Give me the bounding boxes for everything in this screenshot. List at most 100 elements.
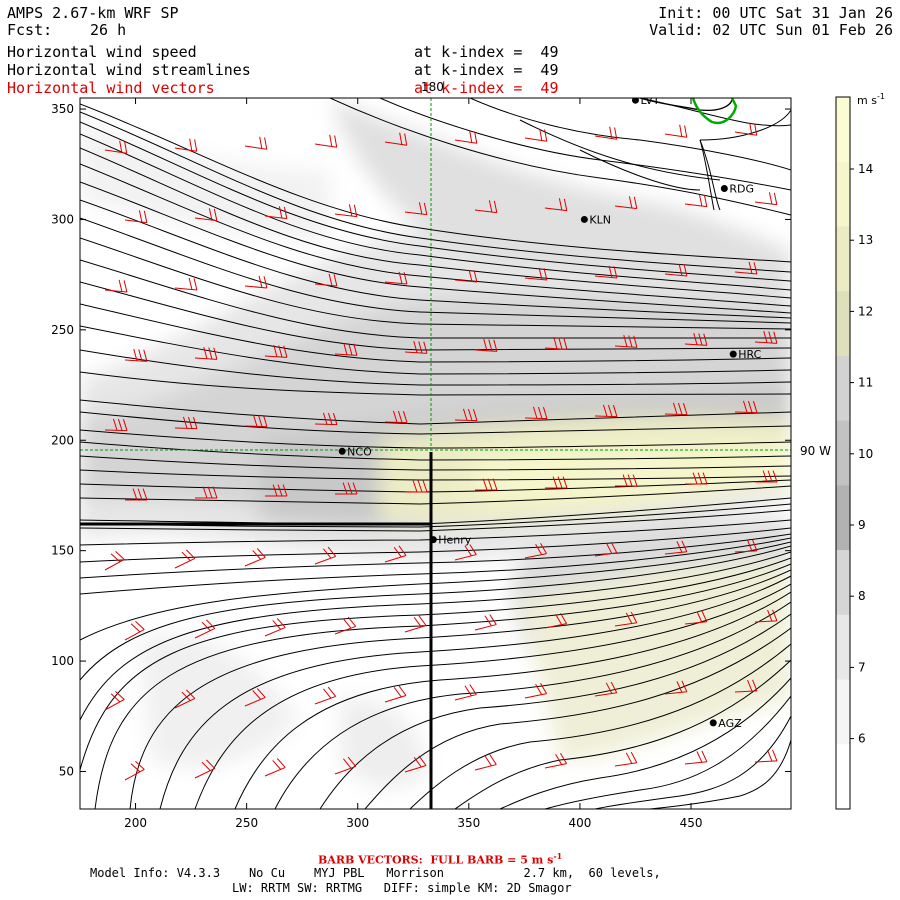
level-row-wind-speed: at k-index = 49 xyxy=(414,43,559,61)
longitude-label: 90 W xyxy=(800,444,831,458)
colorbar-swatch xyxy=(836,550,850,616)
wind-barb xyxy=(264,618,286,637)
wind-barb xyxy=(194,619,216,639)
y-tick-label: 150 xyxy=(51,544,74,558)
wind-barb xyxy=(474,339,498,352)
barb-caption: BARB VECTORS: FULL BARB = 5 m s-1 xyxy=(318,851,563,867)
colorbar-swatch xyxy=(836,161,850,227)
station-label-kln: KLN xyxy=(589,213,611,226)
wind-barb xyxy=(265,484,288,497)
wind-barb xyxy=(454,684,477,701)
station-label-lvt: LVT xyxy=(640,94,659,107)
wind-barb xyxy=(404,615,427,633)
wind-barb xyxy=(334,616,357,635)
wind-barb xyxy=(244,688,266,707)
colorbar-units: m s-1 xyxy=(857,92,885,107)
wind-barb xyxy=(684,750,708,765)
wind-barb xyxy=(474,200,498,214)
wind-barb xyxy=(475,478,498,491)
wind-barb xyxy=(594,265,618,279)
wind-barb xyxy=(594,404,618,418)
wind-barb xyxy=(594,541,618,557)
plot-frame xyxy=(79,97,792,810)
y-tick-label: 250 xyxy=(51,323,74,337)
colorbar-label: 13 xyxy=(858,233,873,247)
colorbar-swatch xyxy=(836,744,850,810)
station-label-henry: Henry xyxy=(438,534,472,547)
x-tick-label: 400 xyxy=(568,816,591,830)
colorbar-frame xyxy=(835,96,851,810)
wind-barb xyxy=(664,124,688,138)
level-row-streamlines: at k-index = 49 xyxy=(414,61,559,79)
meridian-label: 180 xyxy=(421,80,444,94)
physics-info: LW: RRTM SW: RRTMG DIFF: simple KM: 2D S… xyxy=(232,881,572,895)
wind-barb xyxy=(405,480,428,493)
wind-barb xyxy=(334,756,357,775)
wind-barb xyxy=(734,122,758,136)
wind-barb xyxy=(664,263,688,277)
wind-barb xyxy=(174,277,198,291)
wind-barb xyxy=(614,196,638,210)
wind-barb xyxy=(104,550,125,571)
station-dot-kln xyxy=(580,215,588,223)
wind-barb xyxy=(194,347,218,360)
wind-barb xyxy=(734,539,758,553)
x-tick-label: 200 xyxy=(124,816,147,830)
wind-barb xyxy=(104,690,125,711)
wind-barb xyxy=(124,349,148,362)
wind-barb xyxy=(384,545,407,563)
x-tick-label: 300 xyxy=(346,816,369,830)
wind-barb xyxy=(664,402,688,416)
wind-barb xyxy=(384,685,407,703)
wind-barb xyxy=(734,679,758,693)
wind-barb xyxy=(685,472,708,485)
wind-barb xyxy=(524,683,547,699)
model-info: Model Info: V4.3.3 No Cu MYJ PBL Morriso… xyxy=(90,866,661,880)
forecast-hour: 26 h xyxy=(90,21,127,39)
wind-barb xyxy=(614,611,638,627)
wind-barb xyxy=(264,758,286,777)
wind-barb xyxy=(524,543,547,559)
station-dot-rdg xyxy=(720,185,728,193)
wind-barb xyxy=(194,759,216,779)
x-tick-label: 350 xyxy=(457,816,480,830)
wind-barb xyxy=(544,337,568,350)
wind-barb xyxy=(594,681,618,697)
wind-barb xyxy=(104,140,128,154)
wind-barbs xyxy=(104,122,778,781)
forecast-label: Fcst: xyxy=(7,21,53,39)
wind-barb xyxy=(194,208,218,222)
colorbar-swatch xyxy=(836,355,850,422)
wind-barb xyxy=(664,680,688,695)
wind-barb xyxy=(545,476,568,489)
wind-barb xyxy=(734,400,758,414)
wind-barb xyxy=(244,275,268,289)
wind-barb xyxy=(125,488,148,501)
wind-barb xyxy=(314,134,338,148)
wind-barb xyxy=(334,343,358,356)
wind-barb xyxy=(244,548,266,567)
colorbar-label: 6 xyxy=(858,732,866,746)
wind-barb xyxy=(334,204,358,218)
wind-barb xyxy=(404,202,428,216)
colorbar: 14 13 12 11 10 9 8 7 6 xyxy=(835,96,873,810)
wind-barb xyxy=(734,261,758,275)
wind-barb xyxy=(104,279,128,293)
wind-barb xyxy=(524,128,548,142)
wind-barb xyxy=(474,754,497,771)
wind-barb xyxy=(474,614,497,631)
wind-barb xyxy=(314,686,337,705)
wind-barb xyxy=(244,414,268,428)
colorbar-label: 9 xyxy=(858,518,866,532)
wind-barb xyxy=(544,613,567,629)
colorbar-swatch xyxy=(836,226,850,292)
wind-barb xyxy=(124,760,145,781)
wind-barb xyxy=(614,751,638,767)
station-dot-lvt xyxy=(631,98,639,104)
station-label-nco: NCO xyxy=(347,445,372,458)
field-row-streamlines: Horizontal wind streamlines xyxy=(7,61,251,79)
colorbar-swatch xyxy=(836,485,850,551)
wind-barb xyxy=(454,544,477,561)
x-tick-label: 450 xyxy=(680,816,703,830)
